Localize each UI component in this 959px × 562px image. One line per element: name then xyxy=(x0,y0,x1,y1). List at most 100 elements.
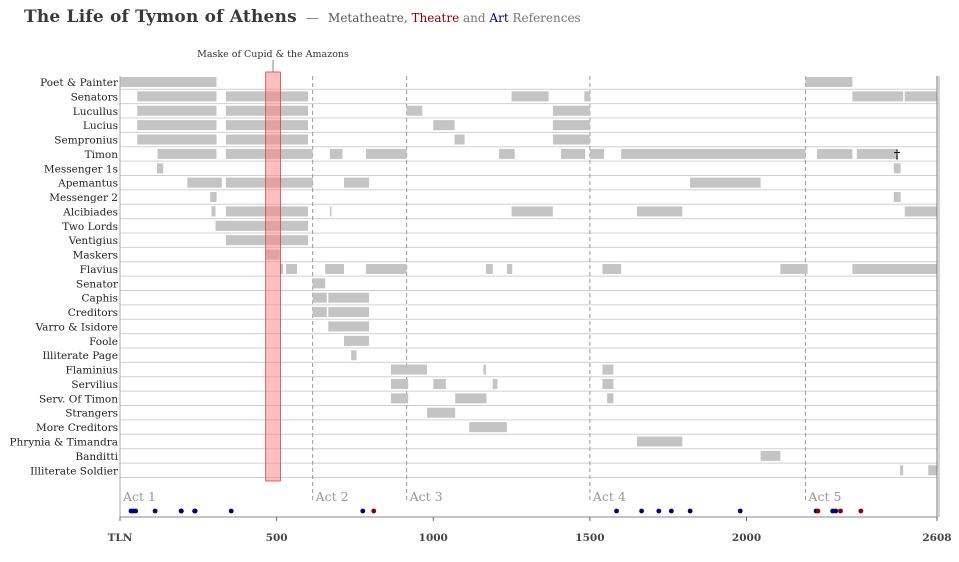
scene-bar xyxy=(280,263,283,274)
scene-bar xyxy=(607,393,614,404)
scene-bar xyxy=(485,263,493,274)
scene-bar xyxy=(329,206,332,217)
character-label: Lucullus xyxy=(73,106,118,118)
scene-bar xyxy=(760,450,781,461)
scene-bar xyxy=(427,407,456,418)
theatre-reference-dot xyxy=(371,508,377,514)
scene-bar xyxy=(492,378,498,389)
character-label: Phrynia & Timandra xyxy=(9,437,118,449)
art-reference-dot xyxy=(833,508,839,514)
scene-bar xyxy=(328,321,370,332)
character-label: Two Lords xyxy=(62,221,118,233)
x-tick-label: 1500 xyxy=(575,532,604,544)
scene-bar xyxy=(156,163,164,174)
scene-bar xyxy=(325,263,344,274)
scene-bar xyxy=(900,465,904,476)
art-reference-dot xyxy=(152,508,158,514)
character-label: Illiterate Page xyxy=(43,350,119,362)
scene-bar xyxy=(780,263,808,274)
character-label: Serv. Of Timon xyxy=(39,393,118,405)
character-label: Apemantus xyxy=(57,178,118,190)
art-reference-dot xyxy=(656,508,662,514)
scene-bar xyxy=(852,91,904,102)
theatre-reference-dot xyxy=(858,508,864,514)
scene-bar xyxy=(904,91,937,102)
character-label: Banditti xyxy=(75,451,118,463)
chart-title: The Life of Tymon of Athens — Metatheatr… xyxy=(24,7,581,27)
scene-bar xyxy=(499,148,509,159)
scene-bar xyxy=(351,350,357,361)
scene-bar xyxy=(636,206,683,217)
art-reference-dot xyxy=(614,508,619,514)
scene-bar xyxy=(552,120,590,131)
art-reference-dot xyxy=(687,508,693,514)
scene-bar xyxy=(508,148,515,159)
scene-bar xyxy=(904,206,937,217)
scene-bar xyxy=(215,220,308,231)
scene-bar xyxy=(690,177,761,188)
scene-bar xyxy=(817,148,853,159)
scene-bar xyxy=(552,105,590,116)
character-label: Flavius xyxy=(80,264,118,276)
scene-bar xyxy=(390,393,409,404)
character-label: Flaminius xyxy=(66,365,119,377)
scene-bar xyxy=(483,364,486,375)
scene-bar xyxy=(210,192,217,203)
scene-bar xyxy=(469,422,507,433)
scene-bar xyxy=(137,91,217,102)
character-label: Senators xyxy=(71,91,118,103)
subtitle-and: and xyxy=(463,11,486,25)
scene-bar xyxy=(365,263,407,274)
scene-bar xyxy=(365,148,407,159)
scene-bar xyxy=(312,307,327,318)
scene-bar xyxy=(286,263,297,274)
scene-bar xyxy=(433,120,455,131)
character-label: More Creditors xyxy=(36,422,118,434)
character-label: Poet & Painter xyxy=(40,77,119,89)
scene-bar xyxy=(328,307,370,318)
masque-label: Maske of Cupid & the Amazons xyxy=(197,49,349,60)
scene-bar xyxy=(433,378,446,389)
scene-bar xyxy=(928,465,937,476)
scene-bar xyxy=(390,364,428,375)
character-label: Varro & Isidore xyxy=(35,321,118,333)
scene-bar xyxy=(157,148,217,159)
art-reference-dot xyxy=(737,508,743,514)
art-reference-dot xyxy=(192,508,198,514)
scene-bar xyxy=(584,91,590,102)
scene-bar xyxy=(506,263,513,274)
scene-bar xyxy=(137,120,217,131)
character-label: Sempronius xyxy=(54,135,118,147)
character-label: Creditors xyxy=(68,307,118,319)
act-label: Act 1 xyxy=(122,489,156,504)
character-label: Strangers xyxy=(65,408,118,420)
scene-bar xyxy=(455,393,487,404)
scene-bar xyxy=(137,105,217,116)
x-tick-label: 2000 xyxy=(732,532,761,544)
subtitle-references: References xyxy=(512,11,581,25)
art-reference-dot xyxy=(228,508,234,514)
character-label: Timon xyxy=(85,149,119,161)
character-label: Caphis xyxy=(81,293,118,305)
scene-bar xyxy=(390,378,409,389)
character-label: Lucius xyxy=(83,120,118,132)
scene-bar xyxy=(602,263,622,274)
art-reference-dot xyxy=(639,508,644,514)
scene-bar xyxy=(211,206,216,217)
scene-bar xyxy=(621,148,806,159)
character-label: Maskers xyxy=(73,250,118,262)
character-label: Servilius xyxy=(71,379,118,391)
art-reference-dot xyxy=(668,508,674,514)
character-label: Ventigius xyxy=(68,235,118,247)
x-tick-label: TLN xyxy=(108,532,133,544)
character-label: Alcibiades xyxy=(62,206,118,218)
scene-bar xyxy=(312,278,326,289)
scene-bar xyxy=(511,91,549,102)
act-label: Act 2 xyxy=(315,489,349,504)
art-reference-dot xyxy=(179,508,184,514)
scene-bar xyxy=(805,77,853,87)
subtitle-art: Art xyxy=(489,11,509,25)
character-label: Messenger 1s xyxy=(44,163,118,175)
scene-bar xyxy=(329,148,343,159)
